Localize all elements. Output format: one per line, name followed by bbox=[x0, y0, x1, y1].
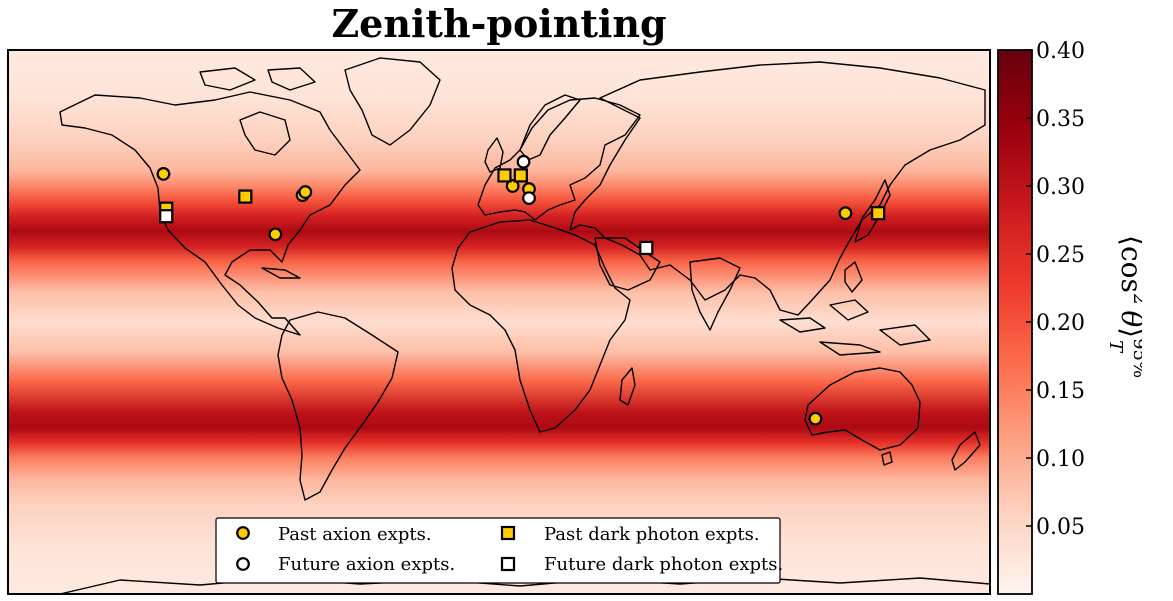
marker-series-0 bbox=[808, 411, 823, 426]
coastlines bbox=[59, 57, 990, 594]
colorbar-label-open: ⟨ bbox=[1115, 235, 1142, 246]
marker-series-3 bbox=[159, 209, 174, 224]
marker-series-0 bbox=[268, 227, 283, 242]
coastline-tasmania bbox=[881, 451, 893, 466]
marker-series-0 bbox=[838, 206, 853, 221]
colorbar-label-sup: 95% bbox=[1129, 338, 1142, 378]
colorbar-tick-label: 0.40 bbox=[1036, 39, 1085, 64]
chart-title: Zenith-pointing bbox=[331, 1, 667, 46]
colorbar-tick-label: 0.25 bbox=[1036, 243, 1085, 268]
marker-series-2 bbox=[871, 206, 886, 221]
legend-marker-past-dark-photon bbox=[500, 525, 516, 541]
coastline-japan bbox=[854, 179, 891, 243]
legend-label-future-dark-photon: Future dark photon expts. bbox=[544, 554, 783, 575]
coastline-asia bbox=[569, 61, 986, 316]
marker-series-2 bbox=[238, 189, 253, 204]
marker-series-2 bbox=[513, 168, 528, 183]
colorbar-tick-label: 0.30 bbox=[1036, 175, 1085, 200]
coastline-africa bbox=[451, 219, 631, 433]
svg-text:⟨cos2θ⟩95%T: ⟨cos2 θ⟩95%T bbox=[1105, 235, 1142, 378]
marker-series-0 bbox=[505, 179, 520, 193]
legend: Past axion expts. Future axion expts. Pa… bbox=[215, 517, 783, 584]
colorbar-ticks: 0.05 0.10 0.15 0.20 0.25 0.30 0.35 0.40 bbox=[1026, 39, 1085, 540]
colorbar-label: ⟨cos2 θ⟩95%T bbox=[1105, 235, 1142, 378]
colorbar-label-theta: θ bbox=[1115, 310, 1142, 327]
heatmap-field bbox=[8, 50, 990, 594]
coastline-scandinavia bbox=[519, 94, 581, 161]
colorbar-label-close: ⟩ bbox=[1115, 327, 1142, 338]
marker-series-3 bbox=[639, 240, 654, 256]
colorbar-tick-label: 0.10 bbox=[1036, 447, 1085, 472]
coastline-arabia bbox=[594, 237, 661, 291]
coastline-hudson-bay bbox=[239, 111, 291, 156]
coastline-uk bbox=[484, 137, 504, 173]
coastline-south-america bbox=[277, 311, 399, 501]
legend-marker-past-axion bbox=[236, 526, 250, 540]
coastline-india bbox=[689, 257, 741, 331]
legend-marker-future-dark-photon bbox=[500, 556, 516, 572]
marker-series-2 bbox=[497, 168, 512, 183]
coastline-greenland bbox=[344, 57, 441, 146]
legend-label-past-axion: Past axion expts. bbox=[278, 524, 432, 545]
legend-label-future-axion: Future axion expts. bbox=[278, 554, 455, 575]
coastline-philippines bbox=[844, 261, 863, 293]
coastline-cuba bbox=[261, 267, 301, 279]
coastline-australia bbox=[804, 367, 921, 451]
marker-series-0 bbox=[156, 167, 171, 181]
legend-label-past-dark-photon: Past dark photon expts. bbox=[544, 524, 760, 545]
colorbar-label-cos: cos bbox=[1115, 246, 1142, 293]
marker-series-1 bbox=[516, 154, 531, 169]
colorbar-tick-label: 0.15 bbox=[1036, 379, 1085, 404]
legend-marker-future-axion bbox=[236, 557, 250, 571]
marker-series-1 bbox=[522, 191, 536, 205]
colorbar-label-sub: T bbox=[1105, 340, 1126, 354]
marker-series-0 bbox=[298, 185, 313, 199]
coastline-madagascar bbox=[619, 367, 636, 406]
coastline-arctic-islands bbox=[199, 67, 316, 91]
legend-box bbox=[215, 517, 781, 584]
colorbar-label-power: 2 bbox=[1129, 293, 1142, 304]
map-frame bbox=[7, 49, 991, 595]
coastline-new-zealand bbox=[951, 431, 981, 471]
experiment-markers bbox=[156, 154, 886, 426]
colorbar-tick-label: 0.05 bbox=[1036, 515, 1085, 540]
coastline-indonesia bbox=[779, 299, 931, 356]
coastline-antarctica bbox=[59, 577, 990, 594]
colorbar-tick-label: 0.35 bbox=[1036, 107, 1085, 132]
colorbar-tick-label: 0.20 bbox=[1036, 311, 1085, 336]
colorbar: 0.05 0.10 0.15 0.20 0.25 0.30 0.35 0.40 bbox=[997, 39, 1085, 595]
